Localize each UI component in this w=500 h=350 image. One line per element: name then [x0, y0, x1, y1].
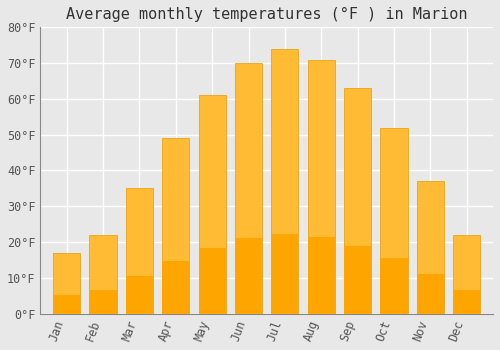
Bar	[416, 181, 444, 314]
Bar	[90, 290, 117, 314]
Bar	[53, 295, 80, 314]
Bar	[453, 235, 480, 314]
Bar	[344, 246, 371, 314]
Bar	[235, 63, 262, 314]
Bar	[271, 49, 298, 314]
Bar	[416, 274, 444, 314]
Bar	[308, 237, 335, 314]
Bar	[344, 88, 371, 314]
Bar	[53, 253, 80, 314]
Bar	[380, 258, 407, 314]
Title: Average monthly temperatures (°F ) in Marion: Average monthly temperatures (°F ) in Ma…	[66, 7, 468, 22]
Bar	[453, 290, 480, 314]
Bar	[126, 276, 153, 314]
Bar	[271, 234, 298, 314]
Bar	[162, 261, 190, 314]
Bar	[380, 127, 407, 314]
Bar	[162, 138, 190, 314]
Bar	[90, 235, 117, 314]
Bar	[198, 248, 226, 314]
Bar	[308, 60, 335, 314]
Bar	[126, 188, 153, 314]
Bar	[235, 238, 262, 314]
Bar	[198, 95, 226, 314]
